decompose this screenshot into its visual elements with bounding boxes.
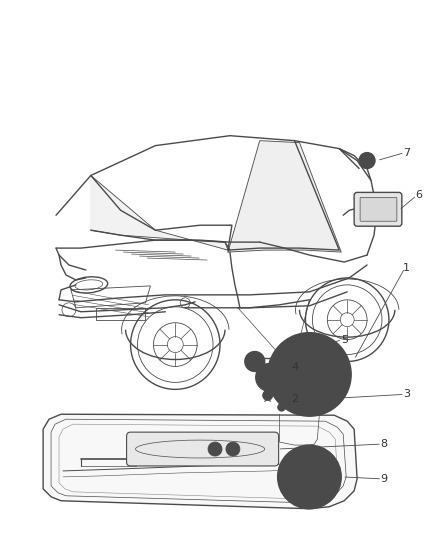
Circle shape bbox=[226, 442, 240, 456]
Circle shape bbox=[283, 395, 292, 403]
Circle shape bbox=[296, 360, 323, 389]
Circle shape bbox=[245, 352, 265, 372]
Circle shape bbox=[262, 369, 278, 385]
Text: 3: 3 bbox=[403, 389, 410, 399]
Circle shape bbox=[359, 152, 375, 168]
Circle shape bbox=[274, 338, 345, 410]
Circle shape bbox=[278, 445, 341, 508]
Circle shape bbox=[292, 459, 327, 495]
Circle shape bbox=[283, 451, 335, 503]
Circle shape bbox=[253, 360, 257, 364]
Text: 5: 5 bbox=[341, 335, 348, 345]
Circle shape bbox=[249, 356, 261, 367]
Text: 4: 4 bbox=[291, 362, 298, 373]
Text: 9: 9 bbox=[380, 474, 388, 484]
Circle shape bbox=[267, 375, 273, 381]
Circle shape bbox=[301, 469, 318, 485]
Circle shape bbox=[278, 403, 286, 411]
FancyBboxPatch shape bbox=[96, 308, 145, 320]
Polygon shape bbox=[228, 141, 341, 252]
Text: 1: 1 bbox=[403, 263, 410, 273]
Text: 2: 2 bbox=[291, 394, 298, 405]
FancyBboxPatch shape bbox=[354, 192, 402, 226]
Circle shape bbox=[303, 367, 316, 382]
Polygon shape bbox=[91, 175, 228, 250]
Circle shape bbox=[283, 349, 335, 400]
Circle shape bbox=[256, 364, 283, 391]
Polygon shape bbox=[43, 414, 357, 508]
Circle shape bbox=[208, 442, 222, 456]
Text: 7: 7 bbox=[403, 148, 410, 158]
Circle shape bbox=[363, 157, 371, 165]
FancyBboxPatch shape bbox=[360, 197, 397, 221]
Text: 6: 6 bbox=[415, 190, 422, 200]
FancyBboxPatch shape bbox=[127, 432, 279, 466]
Circle shape bbox=[263, 390, 273, 400]
Text: 8: 8 bbox=[380, 439, 388, 449]
Circle shape bbox=[268, 333, 351, 416]
